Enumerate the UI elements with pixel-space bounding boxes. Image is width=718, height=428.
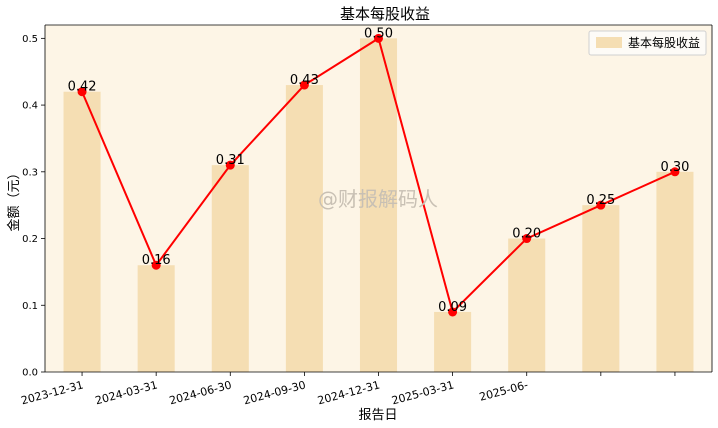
legend-swatch [596,37,622,48]
line-point [151,260,161,270]
y-tick-label: 0.0 [22,368,38,379]
chart-title: 基本每股收益 [340,5,430,23]
line-point [596,200,606,210]
line-point [374,33,383,43]
data-label: 0.43 [290,73,319,88]
legend-label: 基本每股收益 [628,35,700,50]
data-label: 0.20 [512,227,541,242]
x-tick-label: 2024-06-30 [168,378,233,407]
line-point [77,87,87,97]
x-tick-label: 2023-12-31 [20,378,85,407]
line-point [225,160,235,170]
legend: 基本每股收益 [588,30,707,56]
data-label: 0.25 [586,193,615,208]
data-label: 0.42 [68,80,97,95]
line-point [299,80,309,90]
watermark: @财报解码人 [318,187,438,211]
line-point [448,307,458,317]
y-tick-label: 0.3 [22,167,38,178]
x-tick-label: 2025-03-31 [390,378,455,407]
bar [434,311,472,372]
line-point [670,167,680,177]
y-tick-label: 0.1 [22,301,38,312]
y-tick-label: 0.2 [22,234,38,245]
data-label: 0.09 [438,300,467,315]
data-label: 0.16 [142,253,171,268]
data-label: 0.50 [364,26,393,41]
fade-overlay [530,378,718,428]
bar [656,171,694,372]
data-label: 0.31 [216,153,245,168]
bar [137,265,175,372]
y-tick-label: 0.4 [22,101,38,112]
bar [211,165,249,372]
y-tick-label: 0.5 [22,34,38,45]
bar [508,238,546,372]
x-tick-label: 2024-09-30 [242,378,307,407]
x-tick-label: 2024-12-31 [316,378,381,407]
y-axis-label: 金额（元） [6,166,22,231]
bar [582,205,620,372]
bar [285,85,323,373]
data-label: 0.30 [660,160,689,175]
x-tick-label: 2025-06- [478,378,530,403]
line-point [522,234,532,244]
bar [359,38,398,372]
x-tick-label: 2024-03-31 [94,378,159,407]
x-axis-label: 报告日 [358,408,397,423]
bar [63,91,101,372]
